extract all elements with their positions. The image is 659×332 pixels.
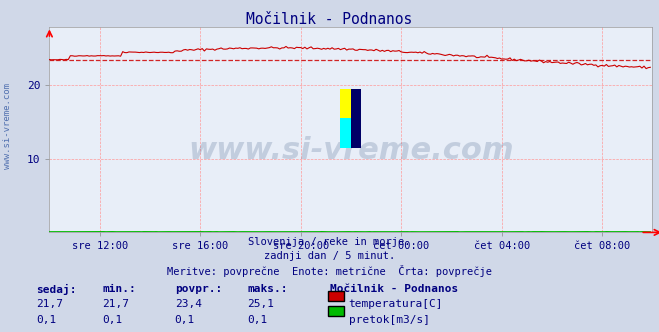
Text: 25,1: 25,1	[247, 299, 274, 309]
Text: maks.:: maks.:	[247, 284, 287, 294]
Text: 0,1: 0,1	[175, 315, 195, 325]
Text: www.si-vreme.com: www.si-vreme.com	[188, 135, 514, 165]
Text: 21,7: 21,7	[36, 299, 63, 309]
Text: min.:: min.:	[102, 284, 136, 294]
Text: pretok[m3/s]: pretok[m3/s]	[349, 315, 430, 325]
Text: Slovenija / reke in morje.: Slovenija / reke in morje.	[248, 237, 411, 247]
Text: 23,4: 23,4	[175, 299, 202, 309]
Text: Meritve: povprečne  Enote: metrične  Črta: povprečje: Meritve: povprečne Enote: metrične Črta:…	[167, 265, 492, 277]
Text: povpr.:: povpr.:	[175, 284, 222, 294]
Bar	[341, 89, 351, 119]
Text: 21,7: 21,7	[102, 299, 129, 309]
Text: Močilnik - Podnanos: Močilnik - Podnanos	[330, 284, 458, 294]
Text: 0,1: 0,1	[102, 315, 123, 325]
Text: 0,1: 0,1	[36, 315, 57, 325]
Text: temperatura[C]: temperatura[C]	[349, 299, 443, 309]
Bar	[351, 89, 361, 148]
Text: www.si-vreme.com: www.si-vreme.com	[3, 83, 13, 169]
Text: zadnji dan / 5 minut.: zadnji dan / 5 minut.	[264, 251, 395, 261]
Bar	[341, 119, 351, 148]
Text: sedaj:: sedaj:	[36, 284, 76, 295]
Text: Močilnik - Podnanos: Močilnik - Podnanos	[246, 12, 413, 27]
Text: 0,1: 0,1	[247, 315, 268, 325]
